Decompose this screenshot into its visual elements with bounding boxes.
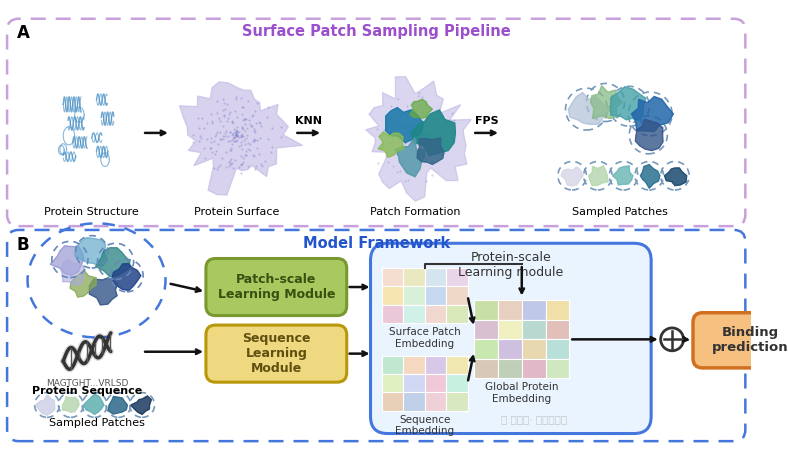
Text: Protein Surface: Protein Surface bbox=[194, 207, 279, 217]
Text: Sampled Patches: Sampled Patches bbox=[49, 418, 144, 428]
Polygon shape bbox=[635, 120, 663, 151]
Text: Sampled Patches: Sampled Patches bbox=[572, 207, 667, 217]
Bar bbox=[474, 320, 498, 339]
Text: 💬 公众号· 生物大模型: 💬 公众号· 生物大模型 bbox=[501, 414, 567, 424]
Polygon shape bbox=[112, 263, 141, 291]
Bar bbox=[425, 355, 446, 374]
Polygon shape bbox=[631, 97, 673, 131]
Polygon shape bbox=[50, 246, 84, 275]
Polygon shape bbox=[590, 86, 622, 119]
Bar bbox=[522, 339, 545, 359]
Text: Sequence
Embedding: Sequence Embedding bbox=[395, 414, 455, 436]
Polygon shape bbox=[664, 168, 686, 185]
Text: Sequence
Learning
Module: Sequence Learning Module bbox=[242, 332, 310, 375]
Bar bbox=[474, 339, 498, 359]
Polygon shape bbox=[411, 110, 455, 156]
Bar bbox=[522, 300, 545, 320]
Bar bbox=[382, 393, 403, 411]
FancyBboxPatch shape bbox=[7, 19, 745, 226]
Text: KNN: KNN bbox=[296, 116, 322, 126]
Text: Surface Patch
Embedding: Surface Patch Embedding bbox=[388, 327, 461, 349]
Bar bbox=[425, 268, 446, 286]
Bar bbox=[382, 374, 403, 393]
Text: FPS: FPS bbox=[474, 116, 498, 126]
Polygon shape bbox=[35, 395, 55, 415]
Polygon shape bbox=[641, 164, 660, 188]
Polygon shape bbox=[84, 394, 104, 414]
Polygon shape bbox=[417, 138, 444, 164]
Polygon shape bbox=[611, 87, 646, 120]
Bar bbox=[498, 359, 522, 378]
Text: Protein Sequence: Protein Sequence bbox=[32, 387, 142, 397]
Bar bbox=[446, 374, 467, 393]
Bar bbox=[425, 374, 446, 393]
Text: Binding
prediction: Binding prediction bbox=[712, 326, 788, 354]
Bar bbox=[545, 300, 570, 320]
Text: Surface Patch Sampling Pipeline: Surface Patch Sampling Pipeline bbox=[242, 24, 511, 39]
Polygon shape bbox=[180, 82, 303, 195]
Text: Model Framework: Model Framework bbox=[303, 236, 450, 251]
Bar bbox=[382, 305, 403, 323]
Bar bbox=[425, 305, 446, 323]
FancyBboxPatch shape bbox=[693, 313, 788, 368]
Text: Global Protein
Embedding: Global Protein Embedding bbox=[485, 382, 559, 404]
Polygon shape bbox=[70, 270, 96, 297]
Bar bbox=[382, 268, 403, 286]
FancyBboxPatch shape bbox=[206, 325, 347, 382]
Text: Protein Structure: Protein Structure bbox=[44, 207, 139, 217]
Polygon shape bbox=[62, 397, 79, 412]
Polygon shape bbox=[385, 108, 424, 143]
Text: A: A bbox=[17, 24, 29, 43]
Polygon shape bbox=[568, 93, 609, 125]
FancyBboxPatch shape bbox=[370, 243, 651, 434]
FancyBboxPatch shape bbox=[206, 258, 347, 316]
Bar bbox=[545, 320, 570, 339]
Polygon shape bbox=[589, 166, 608, 185]
Bar bbox=[474, 300, 498, 320]
Polygon shape bbox=[410, 99, 433, 118]
Polygon shape bbox=[366, 77, 471, 201]
Bar bbox=[382, 355, 403, 374]
Bar bbox=[446, 393, 467, 411]
Polygon shape bbox=[131, 396, 151, 414]
Polygon shape bbox=[612, 166, 633, 185]
Bar bbox=[382, 286, 403, 305]
Bar bbox=[446, 286, 467, 305]
Bar bbox=[425, 393, 446, 411]
Bar bbox=[403, 393, 425, 411]
Polygon shape bbox=[75, 238, 107, 267]
Text: Patch Formation: Patch Formation bbox=[370, 207, 460, 217]
Polygon shape bbox=[109, 397, 128, 414]
Text: Protein-scale
Learning module: Protein-scale Learning module bbox=[458, 251, 563, 279]
Bar bbox=[403, 305, 425, 323]
Bar bbox=[498, 320, 522, 339]
FancyBboxPatch shape bbox=[7, 230, 745, 441]
Bar bbox=[474, 359, 498, 378]
Bar bbox=[403, 374, 425, 393]
Polygon shape bbox=[561, 167, 583, 186]
Polygon shape bbox=[378, 132, 404, 158]
Polygon shape bbox=[396, 137, 425, 177]
Polygon shape bbox=[89, 278, 117, 305]
Text: B: B bbox=[17, 236, 29, 254]
Bar bbox=[446, 305, 467, 323]
Text: Patch-scale
Learning Module: Patch-scale Learning Module bbox=[217, 273, 335, 301]
Bar bbox=[403, 355, 425, 374]
Bar bbox=[498, 339, 522, 359]
Polygon shape bbox=[61, 259, 84, 285]
Bar bbox=[446, 355, 467, 374]
Bar bbox=[545, 359, 570, 378]
Bar bbox=[498, 300, 522, 320]
Bar bbox=[446, 268, 467, 286]
Bar bbox=[403, 268, 425, 286]
Polygon shape bbox=[95, 248, 130, 277]
Bar bbox=[403, 286, 425, 305]
Bar bbox=[522, 320, 545, 339]
Bar bbox=[522, 359, 545, 378]
Bar bbox=[545, 339, 570, 359]
Text: MAGTGHT...VRLSD: MAGTGHT...VRLSD bbox=[46, 379, 128, 388]
Bar bbox=[425, 286, 446, 305]
